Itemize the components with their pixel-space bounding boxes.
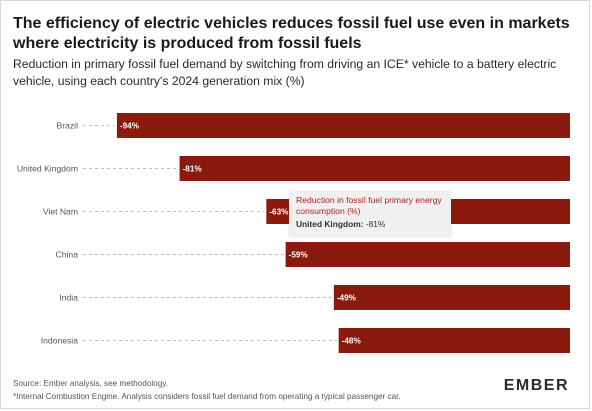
source-note: Source: Ember analysis, see methodology. [13,379,169,388]
tooltip-value: -81% [365,219,386,229]
ember-logo: EMBER [503,377,569,394]
category-label: Indonesia [41,336,78,346]
bar[interactable] [116,113,571,138]
value-label: -63% [269,208,289,217]
footnote: *Internal Combustion Engine. Analysis co… [13,392,401,401]
tooltip-title: Reduction in fossil fuel primary energy … [296,195,442,216]
value-label: -49% [337,294,357,303]
value-label: -48% [342,337,362,346]
value-label: -94% [120,122,140,131]
chart-subtitle: Reduction in primary fossil fuel demand … [13,57,557,88]
category-label: India [59,293,78,303]
bar[interactable] [179,156,570,181]
value-label: -81% [183,165,203,174]
category-label: United Kingdom [17,164,78,174]
bar[interactable] [338,328,570,353]
bar[interactable] [333,285,570,310]
category-label: Brazil [57,121,79,131]
bar[interactable] [285,242,570,267]
category-label: China [56,250,79,260]
tooltip-country: United Kingdom: [296,219,364,229]
value-label: -59% [289,251,309,260]
chart-tooltip: Reduction in fossil fuel primary energy … [289,191,451,237]
category-label: Viet Nam [43,207,78,217]
tooltip-row: United Kingdom: -81% [296,219,444,229]
chart-title: The efficiency of electric vehicles redu… [13,15,570,52]
